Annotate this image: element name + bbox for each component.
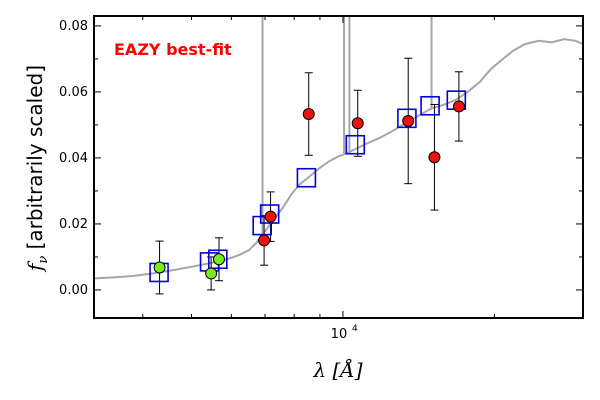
axis-ticks: 0.00 0.02 0.04 0.06 0.08 10 4 (59, 16, 583, 342)
model-flux-box (397, 108, 417, 129)
y-tick-label: 0.02 (59, 217, 88, 232)
y-axis-text: [arbitrarily scaled] (23, 65, 47, 256)
observed-flux-point (153, 261, 166, 274)
y-tick-label: 0.00 (59, 283, 88, 298)
plot-area (94, 16, 583, 295)
y-tick-label: 0.08 (59, 19, 88, 34)
y-tick-label: 0.04 (59, 151, 88, 166)
observed-flux-point (205, 267, 218, 280)
model-flux-box (420, 95, 440, 116)
observed-flux-point (402, 114, 415, 127)
y-axis-subscript: ν (36, 256, 51, 264)
observed-photometry (153, 100, 465, 280)
x-axis-symbol: λ (312, 358, 326, 382)
y-axis-title: fν [arbitrarily scaled] (23, 65, 51, 273)
y-tick-label: 0.06 (59, 85, 88, 100)
x-tick-exponent: 4 (352, 324, 358, 334)
annotation-text: EAZY best-fit (114, 40, 232, 59)
observed-flux-point (302, 108, 315, 121)
observed-flux-point (212, 253, 225, 266)
model-flux-box (252, 215, 273, 236)
x-axis-title: λ [Å] (312, 357, 362, 382)
plot-frame (93, 15, 584, 319)
x-tick-label: 10 (331, 327, 348, 342)
x-axis-text: [Å] (326, 357, 363, 382)
model-flux-box (345, 134, 366, 155)
observed-flux-point (452, 100, 465, 113)
observed-flux-point (351, 117, 364, 130)
model-flux-box (296, 167, 317, 188)
observed-flux-point (258, 234, 271, 247)
model-photometry (149, 90, 467, 283)
observed-flux-point (428, 151, 441, 164)
observed-flux-point (264, 210, 277, 223)
model-flux-box (208, 249, 228, 270)
model-flux-box (259, 204, 280, 224)
